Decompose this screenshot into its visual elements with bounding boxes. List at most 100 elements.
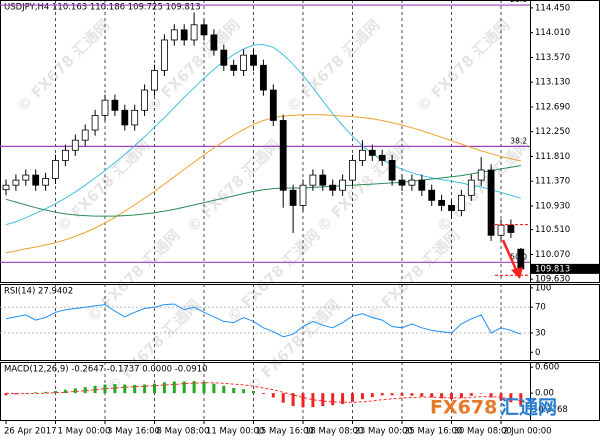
histogram-bar [450, 393, 453, 400]
candle-body [22, 174, 30, 181]
histogram-bar [509, 393, 513, 403]
histogram-bar [133, 384, 137, 394]
histogram-bar [24, 393, 28, 394]
y-tick-label: 112.250 [535, 127, 570, 137]
candle-body [457, 194, 465, 211]
y-tick-label: 109.630 [535, 275, 570, 285]
y-tick-label: 0 [535, 348, 540, 358]
histogram-bar [271, 393, 275, 398]
histogram-bar [73, 388, 77, 394]
candle-body [269, 89, 277, 121]
candle-body [319, 174, 327, 186]
last-price-label: 109.813 [535, 264, 570, 274]
candle-body [329, 184, 337, 191]
candle-body [32, 174, 40, 186]
candle-body [378, 154, 386, 161]
candle-body [81, 129, 89, 141]
candle-body [339, 179, 347, 191]
candle-body [358, 149, 366, 161]
panel-title: MACD(12,26,9) -0.2647 -0.1737 0.0000 -0.… [4, 365, 208, 375]
candle-body [487, 169, 495, 236]
candle-body [279, 120, 287, 191]
histogram-bar [54, 391, 57, 394]
panel: 100 70 30 0 RSI(14) 27.9402 [0, 283, 600, 361]
histogram-bar [143, 384, 147, 394]
histogram-bar [479, 393, 483, 394]
candle-body [230, 64, 238, 71]
fib-label: 38.2 [510, 136, 527, 145]
y-tick-label: 0.600 [535, 363, 559, 373]
candle-body [368, 149, 376, 156]
histogram-bar [430, 393, 434, 398]
signal-line [5, 382, 521, 403]
candle-body [160, 39, 168, 71]
annotation-arrow-head [511, 267, 523, 279]
y-tick-label: 113.570 [535, 53, 570, 63]
candle-body [448, 205, 455, 211]
y-tick-label: 70 [535, 303, 546, 313]
y-tick-label: 110.510 [535, 225, 570, 235]
candle-body [210, 34, 218, 51]
histogram-bar [311, 393, 315, 408]
histogram-bar [380, 393, 384, 396]
x-tick-label: 8 May 08:00 [157, 427, 210, 437]
candle-body [259, 64, 267, 91]
histogram-bar [420, 393, 424, 397]
histogram-bar [400, 393, 404, 396]
histogram-bar [192, 381, 196, 394]
histogram-bar [390, 393, 394, 396]
histogram-bar [459, 393, 463, 398]
y-tick-label: 30 [535, 328, 546, 338]
fib-label: 23.6 [510, 0, 527, 4]
histogram-bar [351, 393, 354, 402]
histogram-bar [281, 393, 285, 403]
candle-body [398, 179, 406, 186]
histogram-bar [440, 393, 444, 399]
histogram-bar [242, 389, 246, 394]
candle-body [477, 169, 485, 181]
annotation-arrow [501, 239, 519, 273]
histogram-bar [519, 393, 523, 405]
y-tick-label: 111.370 [535, 177, 570, 187]
histogram-bar [212, 383, 216, 394]
histogram-bar [153, 383, 156, 394]
plot-area: 114.450 114.010 113.570 113.130 112.690 112.2… [0, 0, 600, 421]
y-tick-label: 112.690 [535, 102, 570, 112]
x-tick-label: 3 May 16:00 [107, 427, 160, 437]
y-tick-label: 111.810 [535, 152, 570, 162]
histogram-bar [370, 393, 374, 398]
histogram-bar [291, 393, 295, 407]
rsi-line [5, 303, 521, 338]
y-tick-label: 114.450 [535, 3, 570, 13]
moving-average [5, 165, 521, 217]
candle-body [151, 69, 158, 91]
x-tick-label: 23 May 00:00 [355, 427, 413, 437]
candle-body [42, 178, 49, 186]
histogram-bar [360, 393, 364, 400]
candle-body [91, 114, 99, 131]
histogram-bar [113, 384, 117, 394]
panel-title: USDJPY,H4 110.163 110.186 109.725 109.81… [4, 3, 201, 13]
histogram-bar [123, 384, 127, 394]
candle-body [309, 174, 317, 186]
y-tick-label: -0.3768 [535, 405, 568, 415]
x-tick-label: 1 May 00:00 [58, 427, 111, 437]
x-tick-label: 30 May 08:00 [454, 427, 512, 437]
panel: 114.450 114.010 113.570 113.130 112.690 112.2… [0, 0, 600, 285]
x-tick-label: 11 May 00:00 [206, 427, 264, 437]
histogram-bar [499, 393, 503, 401]
y-tick-label: 100 [535, 283, 551, 293]
y-tick-label: 113.130 [535, 78, 570, 88]
histogram-bar [301, 393, 305, 408]
candle-body [2, 184, 10, 191]
candle-body [507, 224, 515, 233]
panel-title: RSI(14) 27.9402 [4, 287, 73, 297]
x-tick-label: 15 May 16:00 [256, 427, 314, 437]
histogram-bar [341, 393, 345, 404]
candle-body [418, 179, 426, 191]
candle-body [121, 109, 129, 126]
histogram-bar [103, 384, 107, 394]
candle-body [71, 139, 79, 151]
